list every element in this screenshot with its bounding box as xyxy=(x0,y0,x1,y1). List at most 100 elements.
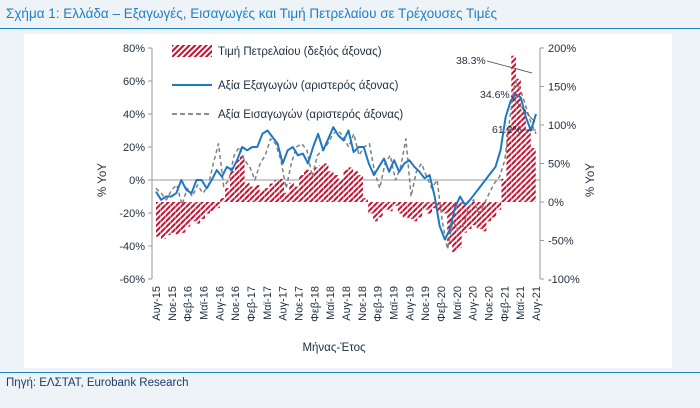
oil-bar xyxy=(363,198,368,202)
x-tick-label: Αυγ-17 xyxy=(278,286,290,321)
left-axis-title: % YoY xyxy=(97,163,109,197)
exports-series xyxy=(155,93,537,241)
oil-bar xyxy=(328,171,334,202)
left-tick-label: 80% xyxy=(123,43,145,55)
oil-bar xyxy=(526,128,531,202)
left-tick-label: -60% xyxy=(119,274,145,286)
x-tick-label: Αυγ-20 xyxy=(468,286,480,321)
oil-bar xyxy=(383,202,388,210)
right-tick-label: 50% xyxy=(548,159,570,171)
oil-bar xyxy=(466,202,472,229)
annotations: 38.3% 34.6% 61.2% xyxy=(456,55,536,136)
oil-bar xyxy=(304,169,309,202)
oil-bar xyxy=(294,186,299,202)
oil-bar xyxy=(249,186,255,202)
oil-bar xyxy=(299,175,304,202)
x-tick-label: Φεβ-21 xyxy=(499,286,511,322)
x-tick-label: Μαϊ-19 xyxy=(389,286,401,320)
oil-bar xyxy=(195,202,201,224)
oil-bar xyxy=(471,202,477,226)
right-tick-label: 100% xyxy=(548,120,576,132)
oil-bar xyxy=(313,167,319,202)
oil-bar xyxy=(387,202,393,212)
x-tick-label: Μαϊ-21 xyxy=(515,286,527,320)
oil-bar xyxy=(230,171,235,202)
oil-bar xyxy=(486,202,492,222)
oil-bar xyxy=(461,202,467,233)
x-tick-label: Φεβ-19 xyxy=(373,286,385,322)
legend-exports-label: Αξία Εξαγωγών (αριστερός άξονας) xyxy=(218,80,399,92)
x-tick-label: Αυγ-18 xyxy=(341,286,353,321)
oil-bar xyxy=(452,202,457,253)
left-tick-label: 40% xyxy=(123,109,145,121)
left-y-ticks: 80% 60% 40% 20% 0% -20% -40% -60% xyxy=(119,43,152,286)
imports-line xyxy=(155,80,537,251)
oil-bar xyxy=(244,182,250,202)
oil-bar xyxy=(501,178,507,202)
oil-bar xyxy=(165,202,171,236)
oil-bar xyxy=(175,202,181,235)
oil-bar xyxy=(215,202,220,209)
oil-bar xyxy=(521,109,526,202)
oil-bar xyxy=(516,78,521,202)
oil-bar xyxy=(333,175,339,202)
oil-bar xyxy=(412,202,418,222)
oil-bar xyxy=(264,188,270,202)
oil-bar xyxy=(447,202,452,245)
oil-bar xyxy=(254,185,260,202)
oil-bar xyxy=(358,175,363,202)
chart-svg: 80% 60% 40% 20% 0% -20% -40% -60% 200% 150% 100% 5… xyxy=(97,43,597,354)
x-tick-label: Φεβ-17 xyxy=(246,286,258,322)
oil-bar xyxy=(323,163,329,202)
oil-bar xyxy=(234,159,240,202)
x-tick-label: Αυγ-15 xyxy=(151,286,163,321)
x-tick-label: Αυγ-19 xyxy=(404,286,416,321)
oil-bar xyxy=(353,171,359,202)
x-tick-label: Μαϊ-18 xyxy=(325,286,337,320)
x-tick-label: Νοε-19 xyxy=(420,286,432,321)
oil-bar xyxy=(220,198,225,202)
oil-bar xyxy=(457,202,462,249)
oil-bar xyxy=(491,202,497,218)
oil-bar xyxy=(373,202,378,222)
oil-bar xyxy=(407,202,413,219)
oil-bar xyxy=(378,202,383,218)
annotation-38-3: 38.3% xyxy=(456,55,486,67)
x-tick-label: Φεβ-20 xyxy=(436,286,448,322)
footer-divider xyxy=(0,372,700,373)
oil-bar xyxy=(274,180,280,202)
left-tick-label: 0% xyxy=(129,175,145,187)
x-tick-label: Νοε-17 xyxy=(294,286,306,321)
right-axis-title: % YoY xyxy=(585,163,597,197)
oil-bar xyxy=(269,183,275,202)
oil-bar xyxy=(392,202,398,206)
oil-bar xyxy=(437,202,442,212)
oil-bar xyxy=(156,202,161,237)
x-tick-label: Μαϊ-16 xyxy=(199,286,211,320)
annotation-34-6: 34.6% xyxy=(480,89,510,101)
oil-bar xyxy=(368,202,373,214)
oil-bar xyxy=(259,190,265,202)
legend-imports-label: Αξία Εισαγωγών (αριστερός άξονας) xyxy=(218,109,403,121)
left-tick-label: -40% xyxy=(119,241,145,253)
oil-bar xyxy=(348,167,354,202)
oil-bar xyxy=(402,202,408,218)
oil-bar xyxy=(160,202,166,239)
oil-bar xyxy=(170,202,176,233)
exports-line xyxy=(155,93,537,241)
legend: Τιμή Πετρελαίου (δεξιός άξονας) Αξία Εξα… xyxy=(172,45,403,121)
x-tick-label: Νοε-16 xyxy=(230,286,242,321)
left-tick-label: 20% xyxy=(123,142,145,154)
right-tick-label: 200% xyxy=(548,43,576,55)
x-tick-label: Νοε-18 xyxy=(357,286,369,321)
oil-bar xyxy=(476,202,482,229)
oil-bar xyxy=(506,125,512,202)
oil-bar xyxy=(481,202,487,232)
annotation-61-2: 61.2% xyxy=(492,124,522,136)
oil-price-bars xyxy=(156,55,536,253)
oil-bar xyxy=(200,202,206,219)
oil-bar xyxy=(284,192,289,202)
oil-bar xyxy=(308,172,314,202)
oil-bar xyxy=(397,202,403,214)
source-note: Πηγή: ΕΛΣΤΑΤ, Eurobank Research xyxy=(6,377,189,389)
